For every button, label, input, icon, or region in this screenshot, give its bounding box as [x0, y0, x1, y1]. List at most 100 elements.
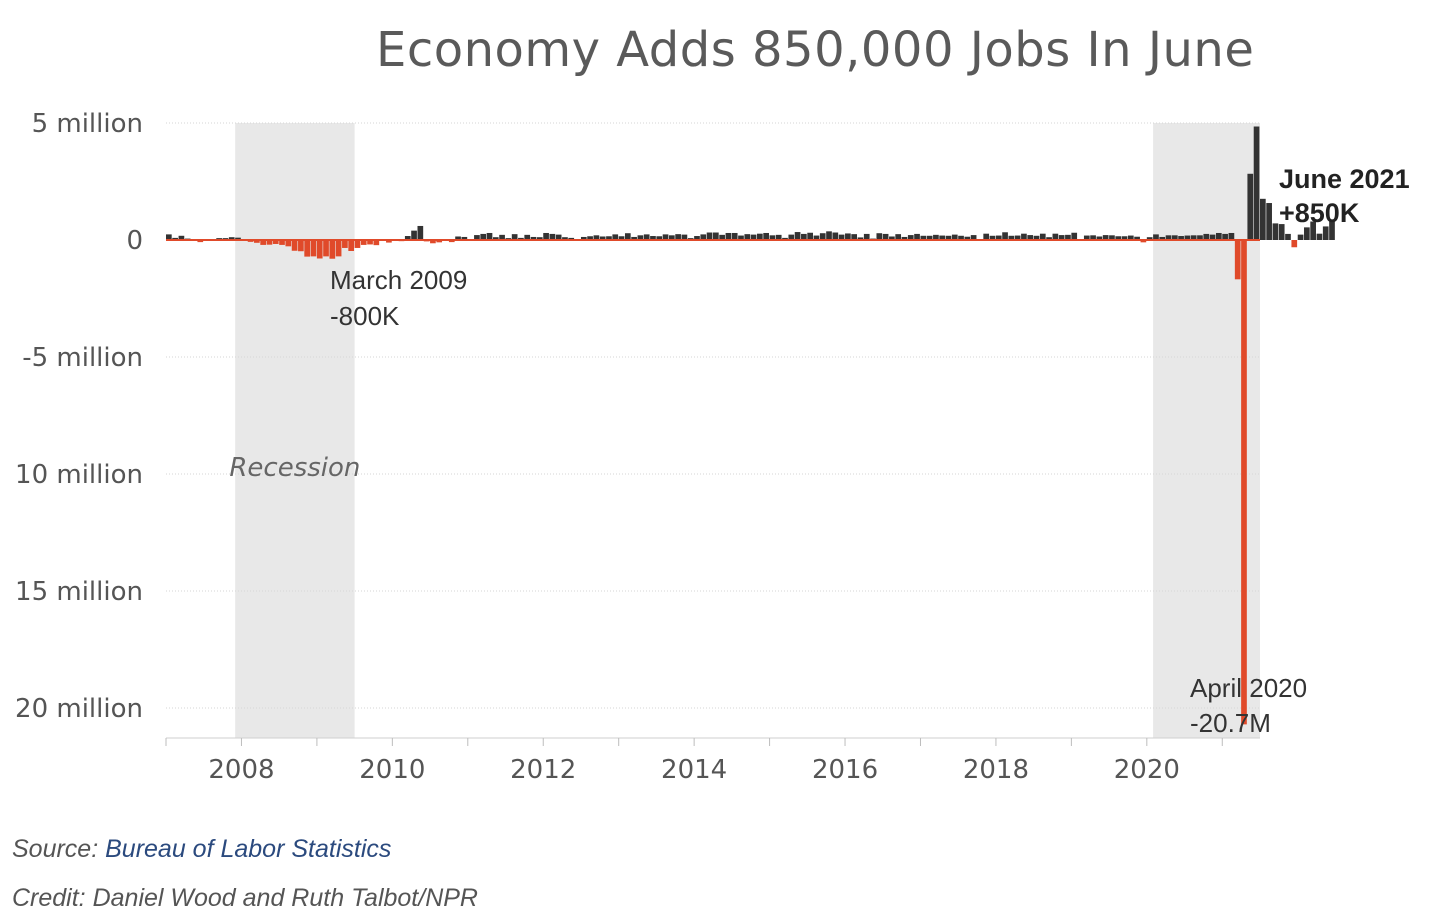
bar [562, 237, 568, 240]
bar [769, 235, 776, 240]
bar [1153, 234, 1159, 240]
y-axis-ticks: 5 million 0 -5 million 10 million 15 million… [15, 109, 143, 724]
bar [920, 235, 927, 240]
annotation-april-2020-value: -20.7M [1190, 708, 1271, 738]
bar [1190, 235, 1197, 240]
bar [386, 240, 392, 243]
bar [933, 234, 939, 240]
credit-line: Credit: Daniel Wood and Ruth Talbot/NPR [12, 884, 478, 912]
bar [631, 236, 637, 240]
x-tick-label: 2018 [963, 755, 1029, 785]
bar [228, 237, 235, 240]
bar [342, 240, 348, 248]
bar [794, 232, 801, 240]
bar [1140, 240, 1147, 243]
bar [1278, 224, 1285, 240]
annotation-april-2020-label: April 2020 [1190, 673, 1307, 703]
bar [1178, 236, 1184, 240]
bar [1027, 235, 1034, 240]
bar [989, 235, 996, 240]
bar [713, 232, 719, 240]
bar [524, 234, 531, 240]
bar [907, 235, 914, 240]
bar [310, 240, 317, 257]
bar [819, 233, 826, 240]
bar [788, 234, 795, 240]
chart-title: Economy Adds 850,000 Jobs In June [376, 22, 1255, 78]
bar [1184, 235, 1191, 240]
bar [235, 237, 241, 240]
bar [599, 236, 606, 240]
bar [983, 233, 990, 240]
bar [782, 237, 788, 240]
bar [354, 240, 361, 248]
bar [480, 233, 487, 240]
bar [172, 237, 178, 240]
bar [1234, 240, 1241, 280]
recession-label: Recession [229, 453, 360, 483]
bar [323, 240, 329, 257]
bar [348, 240, 355, 251]
bar [656, 236, 663, 240]
annotation-march-2009-label: March 2009 [330, 265, 467, 295]
bar [757, 233, 763, 240]
x-axis: 2008 2010 2012 2014 2016 2018 2020 [165, 737, 1260, 785]
bar [1021, 233, 1027, 240]
bar [826, 231, 832, 240]
bar [518, 237, 524, 240]
bar [1171, 235, 1178, 240]
bar [298, 240, 304, 252]
bar [964, 236, 971, 240]
bar [1222, 233, 1228, 240]
source-link[interactable]: Bureau of Labor Statistics [105, 835, 392, 863]
bar [587, 236, 593, 240]
bar [838, 234, 845, 240]
bar [1291, 240, 1298, 248]
bar [706, 232, 713, 240]
bar [492, 237, 499, 240]
bar [593, 235, 600, 240]
bar [624, 233, 631, 240]
bar [499, 234, 505, 240]
bar [813, 235, 820, 240]
bar [1253, 126, 1260, 240]
bar [1241, 240, 1247, 725]
bar [1058, 235, 1065, 240]
bar [851, 234, 858, 240]
bar [901, 236, 908, 240]
bar [1109, 235, 1115, 240]
bar [511, 234, 518, 240]
bar [876, 233, 883, 240]
bar [895, 234, 902, 240]
bar [675, 234, 681, 240]
bar [1203, 233, 1210, 240]
bar [719, 234, 725, 240]
bar [725, 232, 732, 240]
bar [580, 236, 587, 240]
bar [882, 233, 889, 240]
bar [750, 234, 757, 240]
bar [958, 235, 964, 240]
bar [857, 237, 864, 240]
bar [700, 234, 707, 240]
bar [555, 234, 562, 240]
bar [738, 235, 744, 240]
bar [1228, 232, 1235, 240]
bar [1310, 221, 1316, 240]
bar [530, 236, 537, 240]
bar [1033, 235, 1040, 240]
bar [1083, 235, 1090, 240]
bar [373, 240, 380, 246]
bar [360, 240, 367, 245]
bar [914, 233, 920, 240]
bar [662, 234, 669, 240]
bar [1215, 232, 1222, 240]
bar [455, 236, 461, 240]
y-tick-label: 10 million [15, 460, 143, 490]
bar [1322, 226, 1329, 240]
bar [411, 230, 417, 240]
bar [1002, 232, 1008, 240]
bar [272, 240, 279, 244]
bar [417, 225, 424, 240]
x-tick-label: 2008 [208, 755, 274, 785]
